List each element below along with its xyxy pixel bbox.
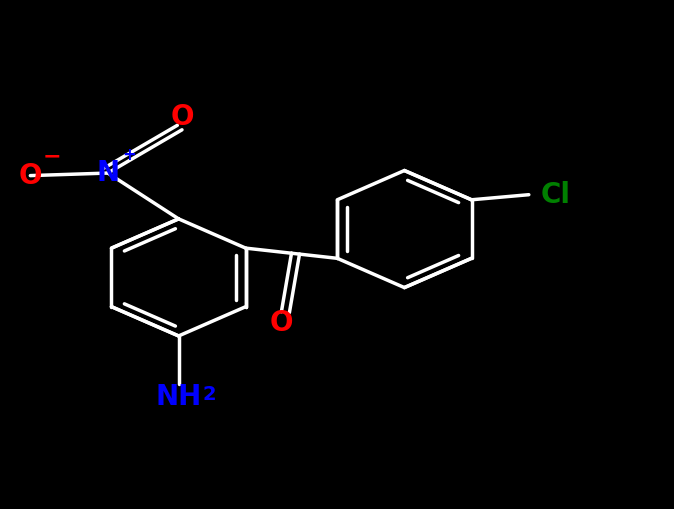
Text: +: + (123, 146, 137, 164)
Text: O: O (19, 161, 42, 190)
Text: O: O (171, 103, 193, 131)
Text: Cl: Cl (541, 181, 571, 209)
Text: N: N (96, 159, 119, 187)
Text: NH: NH (156, 383, 202, 411)
Text: −: − (42, 147, 61, 166)
Text: 2: 2 (202, 385, 216, 404)
Text: O: O (270, 309, 293, 337)
